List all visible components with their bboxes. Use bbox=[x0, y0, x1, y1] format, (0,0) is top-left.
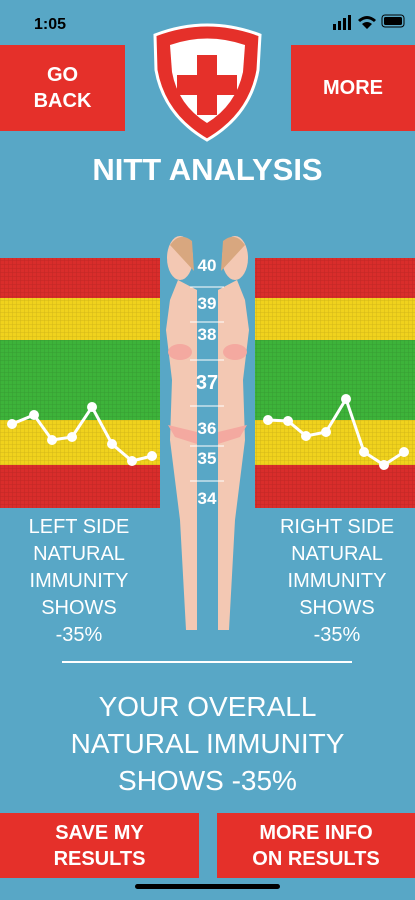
text-line: MORE bbox=[323, 77, 383, 99]
text-line: SHOWS -35% bbox=[118, 765, 297, 796]
scale-ticks bbox=[190, 286, 224, 482]
title: NITT ANALYSIS bbox=[92, 152, 323, 187]
text-line: ON RESULTS bbox=[252, 847, 380, 870]
scale-label: 36 bbox=[197, 419, 217, 438]
trend-dots bbox=[7, 394, 409, 470]
left-side-text: LEFT SIDE NATURAL IMMUNITY SHOWS -35% bbox=[0, 514, 158, 649]
text-line: LEFT SIDE bbox=[28, 516, 130, 538]
logo bbox=[153, 23, 262, 142]
scale-label: 38 bbox=[197, 325, 217, 344]
text-line: MORE INFO bbox=[259, 821, 373, 844]
text-line: GO bbox=[46, 64, 79, 86]
text-line: -35% bbox=[55, 624, 103, 646]
home-indicator bbox=[135, 884, 280, 889]
text-line: SHOWS bbox=[41, 597, 117, 619]
save-results-button[interactable]: SAVE MY RESULTS bbox=[0, 813, 199, 878]
scale-label: 34 bbox=[197, 489, 217, 508]
more-button[interactable]: MORE bbox=[291, 45, 415, 131]
text-line: YOUR OVERALL bbox=[98, 691, 317, 722]
text-line: -35% bbox=[313, 624, 361, 646]
status-time: 1:05 bbox=[34, 16, 67, 33]
scale-label: 39 bbox=[197, 294, 217, 313]
scale-label: 35 bbox=[197, 449, 217, 468]
left-bands bbox=[0, 258, 160, 508]
text-line: IMMUNITY bbox=[29, 570, 129, 592]
right-side-text: RIGHT SIDE NATURAL IMMUNITY SHOWS -35% bbox=[258, 514, 415, 649]
text-line: SAVE MY bbox=[55, 821, 144, 844]
status-icons bbox=[333, 14, 405, 30]
scale-label: 37 bbox=[195, 372, 219, 394]
overall-text: YOUR OVERALL NATURAL IMMUNITY SHOWS -35% bbox=[0, 688, 415, 799]
text-line: RESULTS bbox=[53, 847, 146, 870]
scale-label: 40 bbox=[197, 256, 217, 275]
more-info-button[interactable]: MORE INFO ON RESULTS bbox=[217, 813, 415, 878]
text-line: IMMUNITY bbox=[287, 570, 387, 592]
text-line: NATURAL IMMUNITY bbox=[70, 728, 345, 759]
text-line: SHOWS bbox=[299, 597, 375, 619]
text-line: NATURAL bbox=[33, 543, 125, 565]
go-back-button[interactable]: GO BACK bbox=[0, 45, 125, 131]
body-figure bbox=[166, 236, 249, 630]
right-bands bbox=[255, 258, 415, 508]
text-line: BACK bbox=[33, 90, 92, 112]
text-line: NATURAL bbox=[291, 543, 383, 565]
text-line: RIGHT SIDE bbox=[279, 516, 395, 538]
